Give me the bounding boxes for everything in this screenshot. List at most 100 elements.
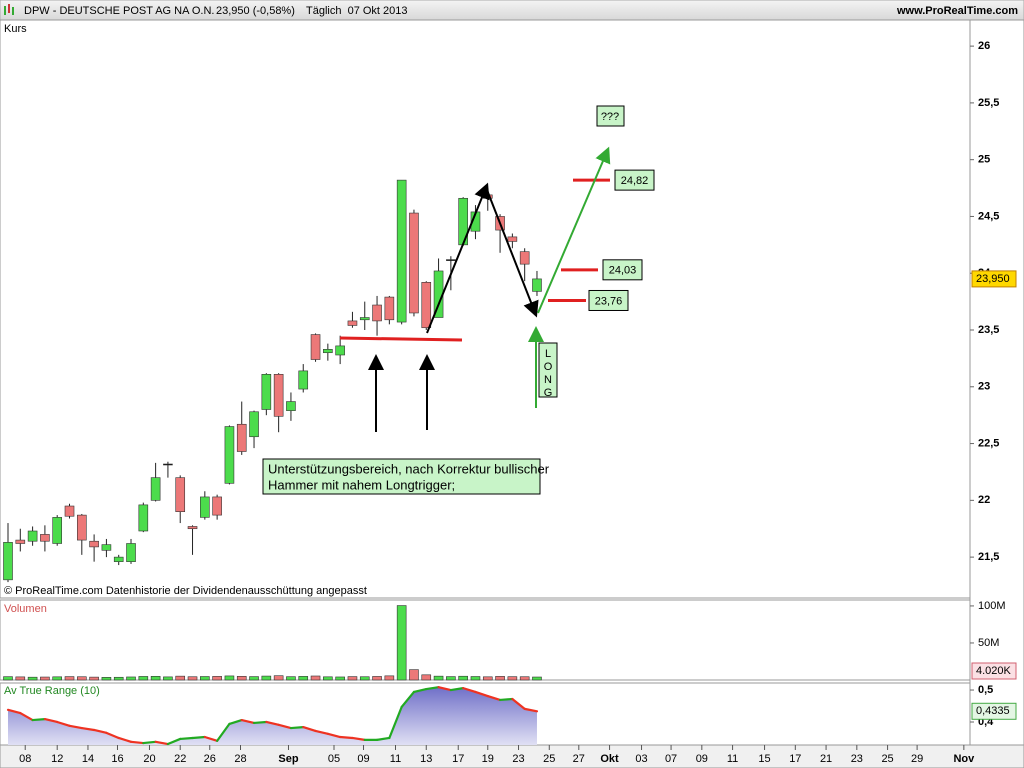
x-tick-label: 17 [789, 753, 801, 765]
y-tick-label: 26 [978, 40, 990, 52]
volume-bar [15, 676, 26, 681]
candle-body [507, 236, 518, 242]
candle-body [372, 304, 382, 322]
atr-line [289, 726, 305, 730]
candle-body [323, 349, 333, 354]
candle-body [101, 544, 112, 551]
y-tick-label: 100M [978, 600, 1006, 612]
candle-body [77, 514, 87, 541]
candle-body [52, 517, 63, 544]
atr-line [351, 736, 366, 741]
y-tick-label: 21,5 [978, 551, 999, 563]
candle-body [15, 539, 26, 544]
x-tick-label: 14 [82, 753, 94, 765]
y-tick-label: 23 [978, 381, 990, 393]
atr-line [339, 735, 354, 740]
x-tick-label: 25 [881, 753, 893, 765]
candle-body [150, 477, 161, 501]
atr-line [166, 737, 182, 746]
candle-body [396, 179, 407, 323]
volume-bar [200, 676, 210, 681]
volume-bar [64, 676, 75, 681]
drawings [339, 146, 611, 432]
candle-body [249, 411, 259, 438]
y-tick-label: 24,5 [978, 210, 999, 222]
footnote: © ProRealTime.com Datenhistorie der Divi… [4, 585, 367, 597]
x-tick-label: 26 [204, 753, 216, 765]
candle-body [335, 345, 345, 356]
atr-line [105, 731, 120, 740]
atr-line [498, 697, 514, 702]
volume-bar [323, 676, 333, 681]
volume-bar [482, 676, 493, 681]
x-tick-label: 28 [234, 753, 246, 765]
candle-body [409, 212, 419, 314]
y-tick-label: 25 [978, 154, 990, 166]
atr-line [203, 735, 219, 742]
volume-bar [458, 675, 468, 681]
y-tick-label: 22 [978, 494, 990, 506]
candle-body [187, 526, 198, 530]
candle-body [175, 477, 186, 512]
atr-line [142, 740, 157, 745]
x-tick-label: 11 [727, 753, 738, 765]
x-tick-label: 09 [357, 753, 369, 765]
volume-bar [113, 676, 124, 681]
candle-body [310, 334, 321, 360]
volume-bar [372, 676, 382, 681]
x-tick-label: Sep [278, 753, 298, 765]
atr-line [216, 722, 231, 742]
atr-line [129, 740, 145, 745]
last-value-label: 4.020K [976, 665, 1012, 677]
x-tick-label: 23 [512, 753, 524, 765]
header-period: Täglich 07 Okt 2013 [306, 5, 408, 17]
volume-bar [163, 676, 173, 681]
atr-line [31, 718, 47, 722]
atr-line [43, 718, 59, 724]
arrow [537, 146, 611, 314]
price-panel [0, 19, 971, 599]
volume-bar [470, 676, 481, 681]
x-tick-label: 17 [452, 753, 464, 765]
x-tick-label: 11 [390, 753, 401, 765]
atr-line [486, 695, 502, 702]
atr-line [80, 726, 96, 732]
x-tick-label: 12 [51, 753, 63, 765]
y-tick-label: 25,5 [978, 97, 999, 109]
header-title: DPW - DEUTSCHE POST AG NA O.N. [24, 5, 215, 17]
volume-bar [396, 605, 407, 681]
last-value-box [971, 270, 1017, 288]
atr-line [400, 690, 416, 709]
candle-body [273, 373, 284, 417]
candle-body [236, 423, 247, 452]
volume-bar [433, 675, 444, 681]
atr-line [265, 720, 280, 726]
x-tick-label: 05 [328, 753, 340, 765]
arrow [486, 189, 539, 318]
last-value-label: 23,950 [976, 273, 1010, 285]
x-tick-label: 27 [573, 753, 585, 765]
x-tick-label: 15 [758, 753, 770, 765]
y-tick-label: 50M [978, 637, 999, 649]
annotation-box [602, 259, 643, 281]
atr-line [252, 720, 268, 725]
annotation-label: 24,03 [609, 265, 637, 277]
annotation-box [614, 169, 655, 191]
atr-line [240, 718, 256, 725]
atr-line [449, 687, 465, 692]
candle-body [384, 296, 395, 321]
volume-bar [335, 676, 345, 681]
logo [4, 4, 14, 15]
atr-line [523, 707, 539, 713]
x-tick-label: 07 [665, 753, 677, 765]
volume-bar [310, 675, 321, 681]
atr-line [191, 735, 206, 740]
atr-line [6, 708, 22, 715]
atr-line [375, 736, 391, 741]
candle-body [224, 426, 235, 484]
x-tick-label: 19 [482, 753, 494, 765]
candle-body [113, 556, 124, 562]
x-tick-label: 16 [111, 753, 123, 765]
x-tick-label: 13 [420, 753, 432, 765]
volume-bar [3, 676, 13, 681]
